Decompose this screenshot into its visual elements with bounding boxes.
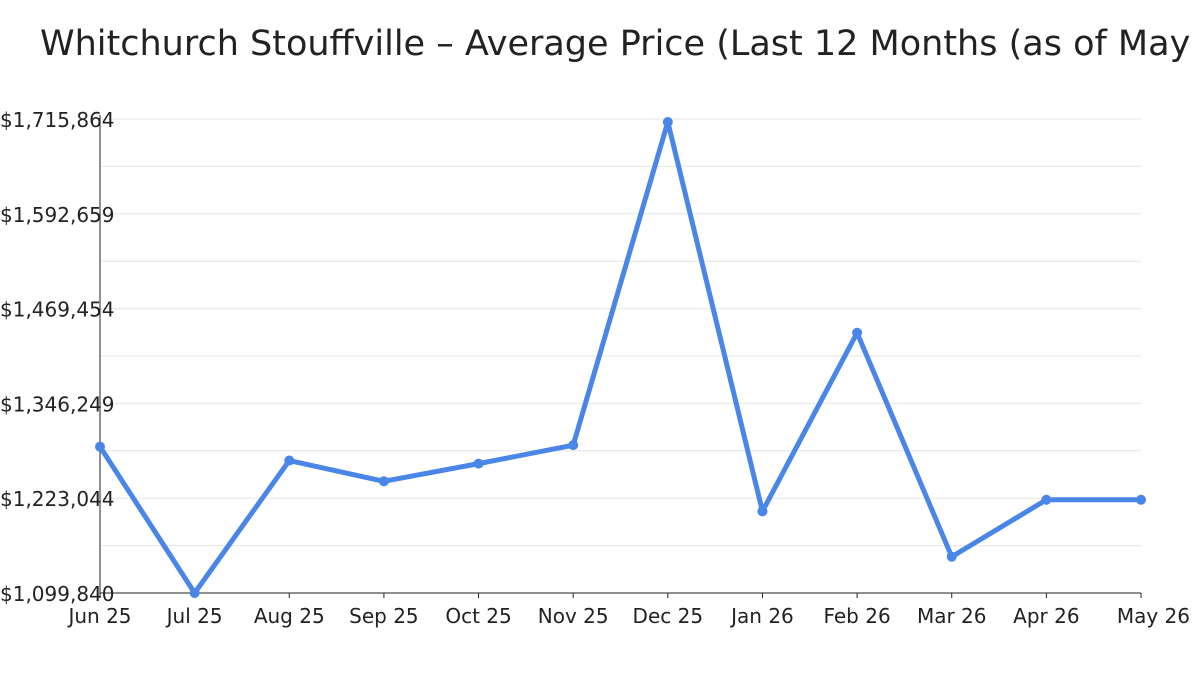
x-tick-label: Jan 26 (729, 604, 794, 628)
series-line (97, 119, 1144, 596)
data-series (95, 116, 1146, 598)
y-tick-label: $1,592,659 (0, 203, 115, 227)
x-tick-label: Dec 25 (633, 604, 704, 628)
y-tick-label: $1,715,864 (0, 108, 115, 132)
x-tick-label: May 26 (1117, 604, 1190, 628)
x-tick-label: Apr 26 (1013, 604, 1079, 628)
data-point (1136, 494, 1146, 505)
data-point (568, 440, 579, 451)
data-point (95, 441, 105, 452)
data-point (284, 455, 295, 466)
x-tick-label: Jun 25 (66, 604, 131, 628)
x-tick-label: Mar 26 (917, 604, 987, 628)
y-tick-label: $1,469,454 (0, 298, 115, 322)
grid-lines (100, 118, 1141, 547)
data-point (189, 588, 200, 598)
x-tick-label: Oct 25 (445, 604, 511, 628)
data-point (662, 116, 673, 127)
y-axis-ticks: $1,099,840 $1,223,044 $1,346,249 $1,469,454… (0, 108, 115, 606)
axes (99, 115, 1141, 594)
data-point (946, 551, 957, 562)
data-point (1041, 494, 1052, 505)
y-tick-label: $1,346,249 (0, 392, 115, 416)
data-point (378, 476, 389, 487)
data-point (473, 458, 484, 469)
x-tick-label: Sep 25 (349, 604, 419, 628)
x-tick-label: Aug 25 (254, 604, 325, 628)
x-axis-ticks: Jun 25 Jul 25 Aug 25 Sep 25 Oct 25 Nov 25 Dec … (66, 593, 1190, 628)
x-tick-label: Nov 25 (538, 604, 609, 628)
data-point (852, 327, 863, 338)
x-tick-label: Feb 26 (823, 604, 890, 628)
data-point (757, 506, 768, 517)
y-tick-label: $1,223,044 (0, 487, 115, 511)
chart-title: Whitchurch Stouffville – Average Price (… (40, 24, 1200, 64)
y-tick-label: $1,099,840 (0, 582, 115, 606)
x-tick-label: Jul 25 (165, 604, 223, 628)
